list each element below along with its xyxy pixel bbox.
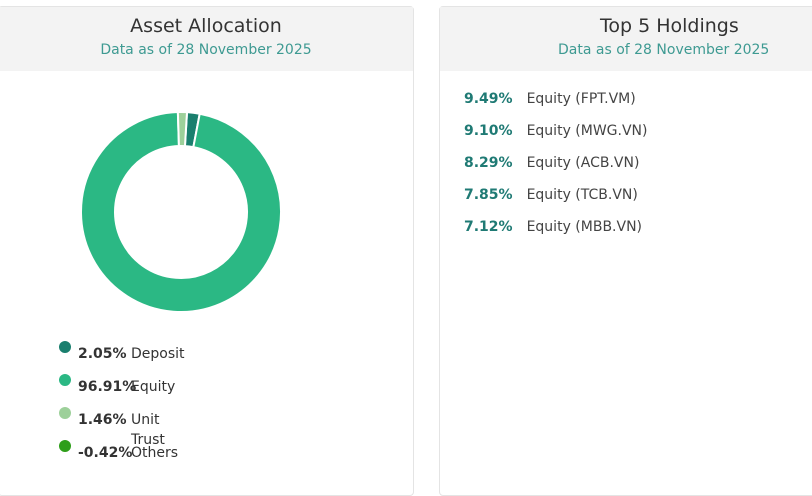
panel-header: Asset Allocation Data as of 28 November … xyxy=(0,7,413,71)
holding-name: Equity (MBB.VN) xyxy=(526,219,643,235)
legend-label: Unit Trust xyxy=(131,412,165,448)
holding-weight: 9.49% xyxy=(464,91,513,107)
holding-row: 9.49% Equity (FPT.VM) xyxy=(464,91,636,111)
legend-dot xyxy=(59,374,71,386)
panel-title: Asset Allocation xyxy=(130,15,282,37)
panel-title: Top 5 Holdings xyxy=(600,15,739,37)
holding-row: 9.10% Equity (MWG.VN) xyxy=(464,123,648,143)
legend-value: 1.46% xyxy=(78,412,127,428)
holding-name: Equity (MWG.VN) xyxy=(526,123,648,139)
legend-dot xyxy=(59,407,71,419)
donut-segment xyxy=(80,111,282,313)
holding-name: Equity (TCB.VN) xyxy=(526,187,638,203)
legend-dot xyxy=(59,341,71,353)
holding-weight: 7.12% xyxy=(464,219,513,235)
legend-label: Equity xyxy=(131,379,176,395)
legend-value: 96.91% xyxy=(78,379,137,395)
allocation-panel: Asset Allocation Data as of 28 November … xyxy=(0,6,414,496)
holding-name: Equity (FPT.VM) xyxy=(526,91,636,107)
legend-value: 2.05% xyxy=(78,346,127,362)
legend-label: Deposit xyxy=(131,346,185,362)
holding-weight: 9.10% xyxy=(464,123,513,139)
panel-subtitle: Data as of 28 November 2025 xyxy=(100,42,312,58)
holding-weight: 8.29% xyxy=(464,155,513,171)
holding-row: 8.29% Equity (ACB.VN) xyxy=(464,155,639,175)
panel-subtitle: Data as of 28 November 2025 xyxy=(558,42,770,58)
legend-label: Others xyxy=(131,445,179,461)
legend-value: -0.42% xyxy=(78,445,133,461)
holding-weight: 7.85% xyxy=(464,187,513,203)
holding-row: 7.12% Equity (MBB.VN) xyxy=(464,219,642,239)
donut-chart xyxy=(80,111,282,313)
holding-row: 7.85% Equity (TCB.VN) xyxy=(464,187,638,207)
panel-header: Top 5 Holdings Data as of 28 November 20… xyxy=(440,7,812,71)
donut-segment xyxy=(176,111,189,148)
holdings-panel: Top 5 Holdings Data as of 28 November 20… xyxy=(439,6,812,496)
holding-name: Equity (ACB.VN) xyxy=(526,155,640,171)
page: Asset Allocation Data as of 28 November … xyxy=(0,6,812,496)
legend-dot xyxy=(59,440,71,452)
